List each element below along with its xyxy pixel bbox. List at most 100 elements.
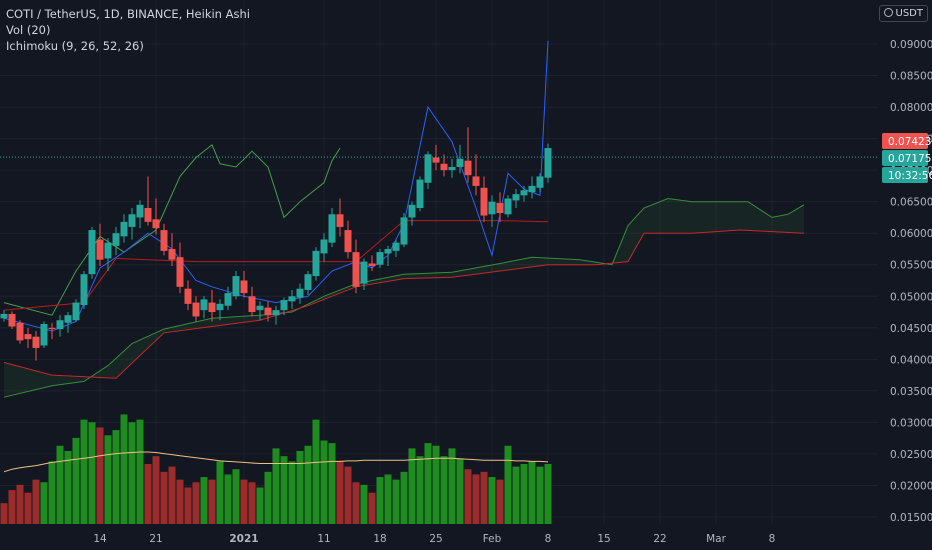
- volume-bar: [520, 464, 528, 524]
- volume-bar: [480, 471, 488, 524]
- candle-body: [80, 274, 88, 306]
- ichimoku-cloud: [3, 197, 805, 398]
- candle-body: [432, 157, 440, 163]
- volume-bar: [240, 479, 248, 524]
- volume-bar: [24, 492, 32, 524]
- volume-bar: [56, 445, 64, 524]
- volume-bar: [344, 466, 352, 524]
- candle-body: [512, 194, 520, 201]
- volume-bar: [256, 487, 264, 524]
- price-tick-label: 0.06500: [890, 197, 932, 209]
- currency-button[interactable]: USDT: [878, 5, 928, 22]
- candle-body: [384, 248, 392, 254]
- last-price-label-bg: [882, 150, 928, 166]
- volume-bar: [200, 477, 208, 524]
- volume-bar: [400, 471, 408, 524]
- lagging-span: [3, 144, 341, 316]
- candle-body: [240, 280, 248, 294]
- candle-body: [24, 334, 32, 340]
- candle-body: [160, 230, 168, 251]
- volume-bar: [320, 440, 328, 524]
- time-tick-label: 8: [545, 533, 552, 545]
- time-tick-label: 22: [653, 533, 666, 545]
- time-tick-label: 18: [373, 533, 386, 545]
- volume-bar: [304, 445, 312, 524]
- red-price-label: 0.07423: [888, 136, 931, 148]
- volume-bar: [8, 490, 16, 524]
- volume-bar: [216, 461, 224, 524]
- time-tick-label: 25: [429, 533, 442, 545]
- time-tick-label: 11: [317, 533, 330, 545]
- candle-body: [152, 219, 160, 229]
- ichimoku-indicator-label[interactable]: Ichimoku (9, 26, 52, 26): [6, 39, 144, 53]
- candle-body: [48, 327, 56, 330]
- candles: [0, 127, 878, 361]
- price-tick-label: 0.09000: [890, 39, 932, 51]
- volume-bar: [496, 479, 504, 524]
- volume-bar: [312, 419, 320, 524]
- candle-body: [368, 263, 376, 266]
- time-tick-label: 2021: [229, 533, 258, 545]
- candle-body: [8, 313, 16, 327]
- volume-bar: [112, 430, 120, 524]
- candle-body: [208, 302, 216, 313]
- red-price-label-bg: [882, 133, 928, 149]
- candle-body: [536, 176, 544, 188]
- volume-bar: [472, 474, 480, 524]
- volume-bar: [128, 422, 136, 524]
- candle-body: [528, 185, 536, 193]
- cloud-fill: [4, 198, 804, 398]
- candle-body: [352, 252, 360, 287]
- price-tick-label: 0.02500: [890, 449, 932, 461]
- volume-bar: [456, 458, 464, 524]
- candle-body: [272, 310, 280, 316]
- price-tick-label: 0.08500: [890, 71, 932, 83]
- time-axis: 14 21 2021 11 18 25 Feb 8 15 22 Mar 8: [93, 533, 775, 545]
- volume-bar: [32, 479, 40, 524]
- volume-bar: [248, 482, 256, 524]
- price-tick-label: 0.08000: [890, 102, 932, 114]
- price-axis: 0.090000.085000.080000.075000.070000.065…: [882, 39, 932, 524]
- volume-bar: [536, 466, 544, 524]
- volume-bar: [144, 464, 152, 524]
- candle-body: [144, 207, 152, 222]
- volume-bar: [168, 466, 176, 524]
- volume-bar: [40, 482, 48, 524]
- candle-body: [40, 324, 48, 346]
- volume-bar: [368, 492, 376, 524]
- volume-bar: [184, 487, 192, 524]
- volume-indicator-label[interactable]: Vol (20): [6, 23, 51, 37]
- volume-bar: [232, 469, 240, 524]
- candle-body: [464, 160, 472, 176]
- candle-body: [480, 187, 488, 216]
- candle-body: [472, 176, 480, 186]
- countdown-label: 10:32:56: [888, 170, 932, 182]
- candle-body: [128, 214, 136, 227]
- candle-body: [544, 148, 552, 178]
- candle-body: [200, 299, 208, 311]
- price-tick-label: 0.04500: [890, 323, 932, 335]
- symbol-title[interactable]: COTI / TetherUS, 1D, BINANCE, Heikin Ash…: [6, 7, 250, 21]
- candle-body: [520, 190, 528, 196]
- volume-bar: [488, 477, 496, 524]
- volume-bar: [104, 435, 112, 524]
- candle-body: [488, 201, 496, 215]
- time-tick-label: Feb: [483, 533, 502, 545]
- volume-bar: [72, 437, 80, 524]
- price-tick-label: 0.01500: [890, 512, 932, 524]
- volume-bar: [272, 448, 280, 524]
- candle-body: [216, 303, 224, 311]
- conversion-line: [3, 40, 549, 332]
- candle-body: [496, 202, 504, 214]
- indicator-lines: [3, 40, 549, 332]
- candle-body: [312, 250, 320, 277]
- volume-bar: [392, 479, 400, 524]
- price-tick-label: 0.04000: [890, 354, 932, 366]
- candle-body: [400, 217, 408, 245]
- candle-body: [0, 313, 8, 319]
- volume-bar: [120, 414, 128, 524]
- candle-body: [96, 239, 104, 260]
- volume-bar: [152, 456, 160, 524]
- volume-bar: [432, 445, 440, 524]
